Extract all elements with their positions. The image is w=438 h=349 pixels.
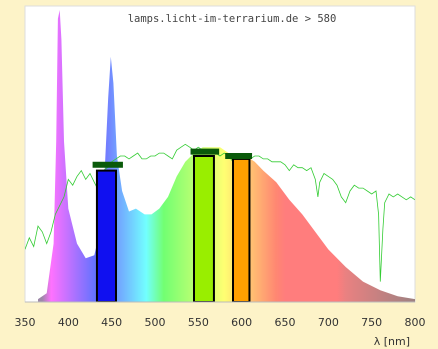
band-cap-1 xyxy=(92,161,123,168)
x-tick-label: 750 xyxy=(361,316,382,329)
band-cap-3 xyxy=(225,153,253,159)
x-tick-label: 700 xyxy=(318,316,339,329)
band-bar-3 xyxy=(232,157,251,302)
x-axis-label: λ [nm] xyxy=(374,335,410,348)
x-tick-label: 500 xyxy=(145,316,166,329)
x-tick-label: 650 xyxy=(275,316,296,329)
band-cap-2 xyxy=(190,148,220,155)
x-tick-label: 450 xyxy=(101,316,122,329)
chart-title: lamps.licht-im-terrarium.de > 580 xyxy=(128,13,337,25)
x-tick-label: 800 xyxy=(405,316,426,329)
x-tick-label: 550 xyxy=(188,316,209,329)
band-bar-1 xyxy=(95,169,117,302)
band-bar-2 xyxy=(193,155,215,302)
x-tick-label: 400 xyxy=(58,316,79,329)
x-tick-label: 350 xyxy=(15,316,36,329)
x-tick-label: 600 xyxy=(231,316,252,329)
